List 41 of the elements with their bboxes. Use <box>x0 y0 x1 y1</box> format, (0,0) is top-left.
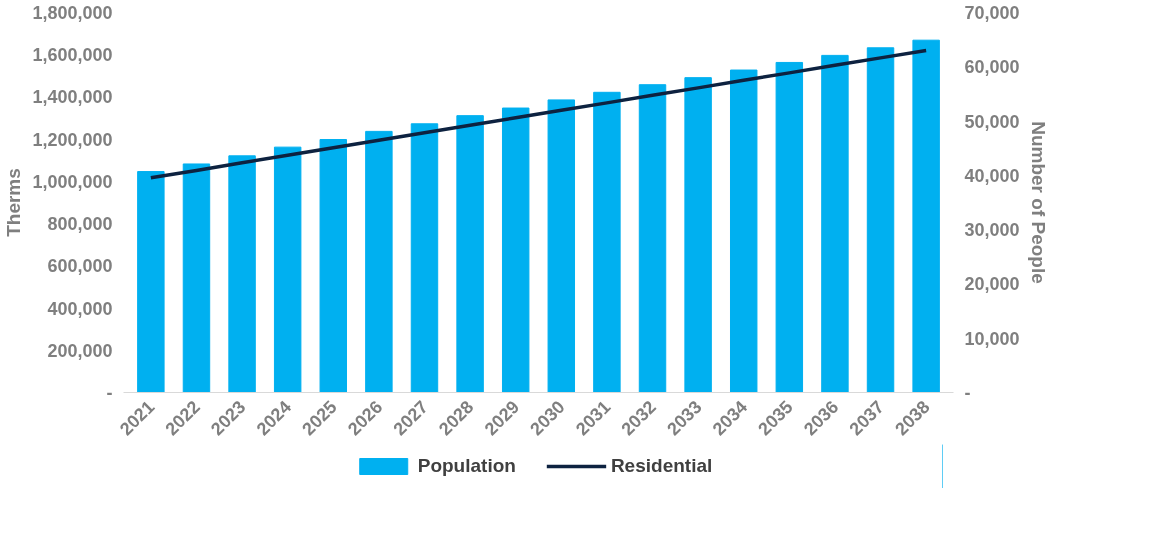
bar <box>547 99 576 393</box>
bar <box>684 77 712 393</box>
legend-label: Population <box>417 455 516 477</box>
y2-tick-label: 60,000 <box>964 57 1020 78</box>
bar <box>456 115 484 393</box>
bar <box>137 171 165 393</box>
y-tick-label: 1,600,000 <box>32 45 113 66</box>
y-tick-label: 400,000 <box>47 298 113 319</box>
y-tick-label: 1,800,000 <box>32 3 113 23</box>
y2-tick-label: 30,000 <box>964 220 1020 241</box>
y-tick-label: 600,000 <box>47 256 113 277</box>
y2-tick-label: - <box>964 383 971 403</box>
bar <box>273 146 302 393</box>
bar <box>410 123 439 393</box>
y-tick-label: 1,200,000 <box>32 129 113 150</box>
y-tick-label: 1,000,000 <box>32 171 113 192</box>
y-tick-label: - <box>106 383 113 403</box>
y2-tick-label: 50,000 <box>964 111 1020 132</box>
y2-tick-label: 20,000 <box>964 274 1020 295</box>
bar <box>593 91 621 393</box>
y-tick-label: 1,400,000 <box>32 87 113 108</box>
bar <box>821 54 849 393</box>
y-tick-label: 800,000 <box>47 214 113 235</box>
bar <box>866 47 895 393</box>
bar <box>501 107 530 393</box>
line-series <box>149 48 928 180</box>
y2-axis-title: Number of People <box>1027 121 1049 284</box>
bar <box>729 69 758 393</box>
bar <box>365 130 393 393</box>
y-tick-label: 200,000 <box>47 340 113 361</box>
bar <box>182 163 211 393</box>
bar <box>912 39 940 393</box>
y-axis-title: Therms <box>3 168 25 237</box>
y2-tick-label: 70,000 <box>964 3 1020 23</box>
bar <box>638 84 667 393</box>
bar <box>775 61 804 393</box>
legend-label: Residential <box>610 455 713 477</box>
bar <box>319 139 348 393</box>
y2-tick-label: 40,000 <box>964 165 1020 186</box>
y2-tick-label: 10,000 <box>964 328 1020 349</box>
bar <box>228 155 256 393</box>
